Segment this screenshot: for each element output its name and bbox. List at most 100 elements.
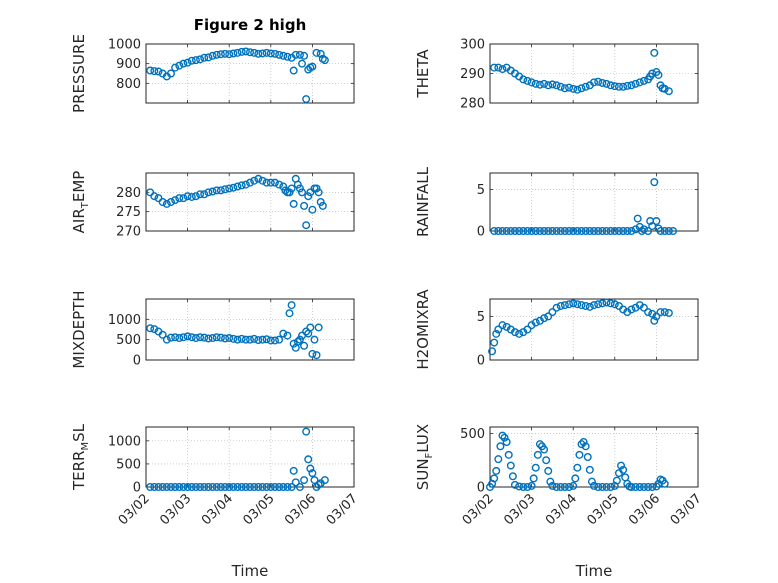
data-point: [519, 75, 528, 84]
data-point: [245, 483, 254, 492]
data-point: [162, 199, 171, 208]
data-point: [200, 483, 209, 492]
data-point: [594, 483, 603, 492]
data-point: [612, 476, 621, 485]
data-point: [610, 82, 619, 91]
y-axis-label: MIXDEPTH: [70, 290, 88, 368]
data-point: [291, 50, 300, 59]
data-point: [208, 334, 217, 343]
subplot-h2omixra: 0 5 H2OMIXRA: [414, 289, 699, 370]
data-point: [262, 335, 271, 344]
x-tick-label: 03/03: [157, 491, 194, 528]
data-point: [619, 465, 628, 474]
plot-area: [145, 43, 355, 104]
data-point: [644, 308, 653, 317]
y-tick-label: 800: [116, 77, 141, 92]
y-axis-label: RAINFALL: [414, 166, 432, 237]
data-point: [150, 192, 159, 201]
data-point: [221, 483, 230, 492]
data-point: [314, 323, 323, 332]
y-axis-label-tail: EMP: [70, 171, 88, 202]
data-point: [212, 333, 221, 342]
data-point: [508, 472, 517, 481]
data-point: [318, 201, 327, 210]
data-point: [258, 49, 267, 58]
y-axis-label: THETA: [414, 49, 432, 99]
data-point: [614, 82, 623, 91]
data-point: [300, 201, 309, 210]
data-point: [200, 333, 209, 342]
y-axis-label-main: MIXDEPTH: [70, 290, 88, 368]
data-point: [250, 334, 259, 343]
data-point: [498, 226, 507, 235]
data-point: [492, 329, 501, 338]
data-point: [314, 188, 323, 197]
data-point: [241, 180, 250, 189]
data-point: [635, 483, 644, 492]
data-point: [654, 70, 663, 79]
data-point: [631, 79, 640, 88]
subplot-rainfall: 0 5 RAINFALL: [414, 166, 699, 240]
data-point: [166, 483, 175, 492]
data-point: [602, 298, 611, 307]
data-point: [225, 483, 234, 492]
data-point: [633, 214, 642, 223]
data-point: [262, 178, 271, 187]
data-point: [196, 333, 205, 342]
data-point: [490, 63, 499, 72]
data-point: [552, 226, 561, 235]
data-point: [254, 174, 263, 183]
data-point: [602, 226, 611, 235]
data-point: [266, 483, 275, 492]
y-tick-label: 280: [116, 186, 141, 201]
data-point: [208, 51, 217, 60]
data-point: [527, 481, 536, 490]
y-axis-label: TERRMSL: [70, 423, 91, 491]
x-tick-label: 03/05: [241, 491, 278, 528]
data-point: [289, 66, 298, 75]
data-point: [308, 469, 317, 478]
data-point: [575, 450, 584, 459]
data-point: [650, 48, 659, 57]
data-point: [283, 52, 292, 61]
data-point: [490, 474, 499, 483]
data-point: [510, 328, 519, 337]
data-point: [229, 334, 238, 343]
data-point: [660, 226, 669, 235]
data-point: [183, 332, 192, 341]
data-point: [544, 312, 553, 321]
subplot-air-temp: 270 275 280 AIRTEMP: [70, 171, 355, 240]
data-point: [241, 335, 250, 344]
data-point: [285, 309, 294, 318]
data-point: [308, 205, 317, 214]
data-point: [556, 301, 565, 310]
data-point: [306, 464, 315, 473]
data-point: [552, 81, 561, 90]
data-point: [183, 483, 192, 492]
data-point: [500, 433, 509, 442]
data-point: [250, 483, 259, 492]
data-point: [577, 301, 586, 310]
data-point: [258, 483, 267, 492]
data-point: [298, 59, 307, 68]
data-point: [531, 318, 540, 327]
data-point: [320, 56, 329, 65]
data-point: [191, 334, 200, 343]
y-tick-label: 300: [460, 38, 485, 53]
data-point: [146, 324, 155, 333]
data-point: [560, 226, 569, 235]
data-point: [581, 82, 590, 91]
data-point: [494, 226, 503, 235]
data-point: [241, 483, 250, 492]
data-point: [610, 300, 619, 309]
data-point: [225, 50, 234, 59]
data-point: [660, 308, 669, 317]
data-point: [617, 461, 626, 470]
data-point: [494, 455, 503, 464]
data-point: [590, 226, 599, 235]
data-point: [187, 333, 196, 342]
data-point: [614, 226, 623, 235]
data-point: [548, 481, 557, 490]
data-point: [175, 483, 184, 492]
data-point: [540, 79, 549, 88]
